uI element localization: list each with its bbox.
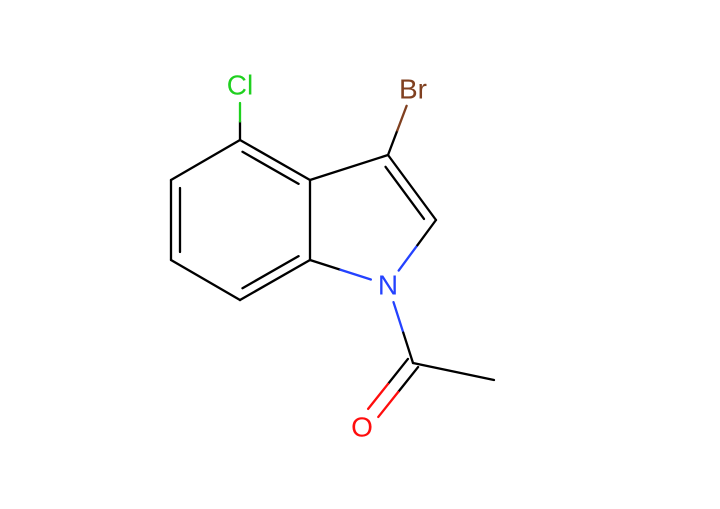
- molecule-structure: N O Cl Br: [0, 0, 720, 509]
- atom-label-cl: Cl: [227, 70, 253, 101]
- atom-label-br: Br: [399, 74, 427, 105]
- atom-label-o: O: [351, 412, 373, 443]
- atom-label-n: N: [378, 270, 398, 301]
